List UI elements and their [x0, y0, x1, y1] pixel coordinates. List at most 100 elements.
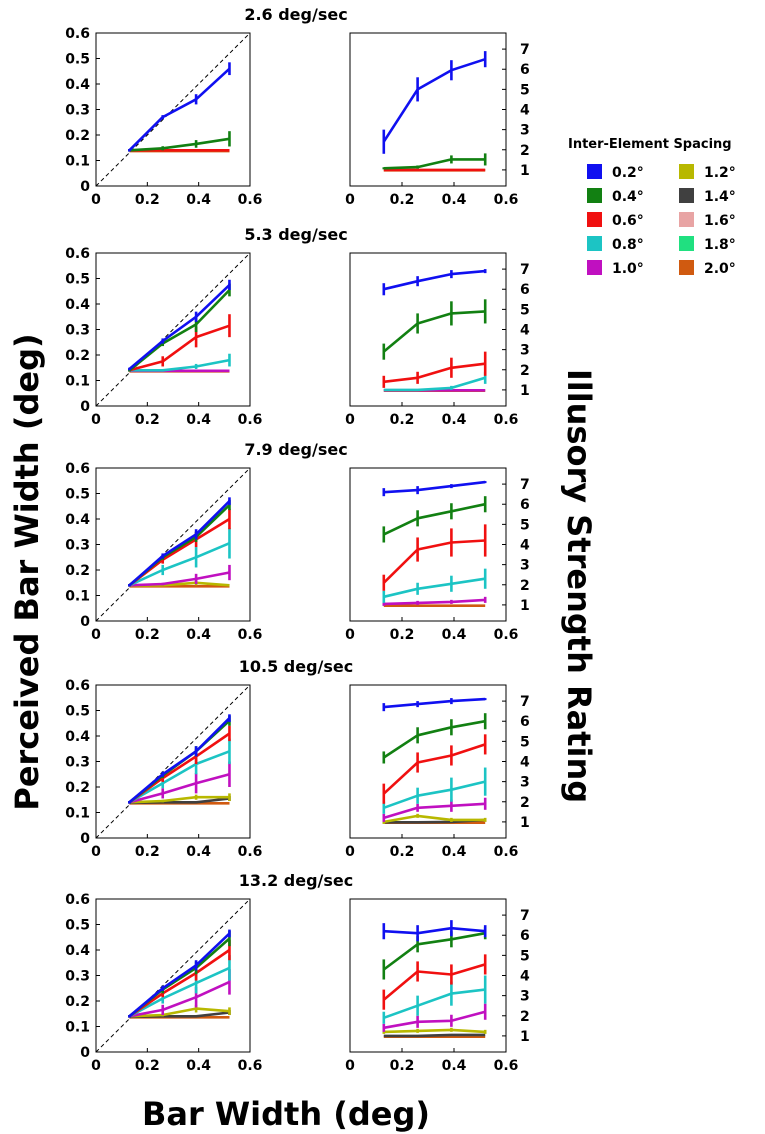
y-tick-label: 0.3 — [65, 323, 90, 339]
series-line-1.0° — [129, 773, 230, 804]
speed-row-2: 7.9 deg/sec 0 0.2 0.4 0.6 0 0.1 0.2 0.3 0.4 0.5 0.6… — [65, 440, 530, 643]
legend-swatch-1.2° — [679, 164, 694, 179]
series-line-0.6° — [129, 324, 230, 372]
x-tick-label: 0.4 — [186, 412, 211, 428]
panel-title: 10.5 deg/sec — [239, 657, 354, 676]
x-tick-label: 0.6 — [494, 844, 519, 860]
y-tick-label: 0.4 — [65, 297, 90, 313]
y-tick-label: 0.4 — [65, 77, 90, 93]
series-line-1.4° — [383, 1033, 486, 1038]
y-tick-label: 2 — [520, 143, 530, 159]
width-panel-1: 0 0.2 0.4 0.6 0 0.1 0.2 0.3 0.4 0.5 0.6 — [65, 246, 262, 428]
y-tick-label: 7 — [520, 908, 530, 924]
y-tick-label: 0.4 — [65, 943, 90, 959]
legend-swatch-0.2° — [587, 164, 602, 179]
panel-title: 13.2 deg/sec — [239, 871, 354, 890]
series-line-0.6° — [128, 732, 231, 804]
series-line-0.4° — [383, 502, 486, 536]
series-line-1.0° — [383, 802, 486, 820]
y-tick-label: 0.5 — [65, 272, 90, 288]
y-tick-label: 7 — [520, 694, 530, 710]
width-panel-2: 0 0.2 0.4 0.6 0 0.1 0.2 0.3 0.4 0.5 0.6 — [65, 461, 262, 643]
y-tick-label: 0 — [80, 831, 90, 847]
series-line-1.2° — [129, 795, 230, 804]
y-tick-label: 5 — [520, 302, 530, 318]
series-line-0.4° — [383, 719, 486, 759]
y-tick-label: 0.1 — [65, 1020, 90, 1036]
y-tick-label: 6 — [520, 928, 530, 944]
series-line-0.8° — [129, 358, 230, 372]
y-tick-label: 2 — [520, 1009, 530, 1025]
x-tick-label: 0 — [91, 192, 101, 208]
y-tick-label: 6 — [520, 714, 530, 730]
x-tick-label: 0.2 — [135, 844, 160, 860]
legend-label: 1.8° — [704, 237, 736, 253]
x-tick-label: 0.2 — [390, 844, 415, 860]
rating-panel-4: 0 0.2 0.4 0.61 2 3 4 5 6 7 — [345, 898, 530, 1074]
series-line-0.2° — [383, 926, 486, 935]
width-panel-4: 0 0.2 0.4 0.6 0 0.1 0.2 0.3 0.4 0.5 0.6 — [65, 892, 262, 1074]
series-line-0.4° — [129, 137, 230, 152]
x-tick-label: 0 — [345, 412, 355, 428]
series-line-0.2° — [128, 500, 231, 587]
y-tick-label: 0.2 — [65, 128, 90, 144]
y-tick-label: 5 — [520, 948, 530, 964]
identity-line — [95, 32, 251, 187]
x-tick-label: 0.2 — [135, 627, 160, 643]
series-line-0.4° — [383, 158, 486, 170]
series-line-0.6° — [128, 948, 231, 1018]
rating-panel-1: 0 0.2 0.4 0.61 2 3 4 5 6 7 — [345, 252, 530, 428]
x-tick-label: 0.4 — [442, 1058, 467, 1074]
series-line-0.2° — [382, 57, 486, 143]
y-tick-label: 3 — [520, 343, 530, 359]
legend-swatch-1.8° — [679, 236, 694, 251]
y-tick-label: 0.6 — [65, 678, 90, 694]
series-line-0.8° — [383, 577, 486, 599]
x-tick-label: 0 — [91, 844, 101, 860]
series-line-0.6° — [383, 362, 486, 384]
series-line-1.2° — [129, 1007, 230, 1018]
y-tick-label: 0.2 — [65, 994, 90, 1010]
panel-title: 7.9 deg/sec — [244, 440, 347, 459]
x-tick-label: 0.4 — [186, 1058, 211, 1074]
series-line-1.0° — [383, 1010, 486, 1030]
y-tick-label: 0.2 — [65, 780, 90, 796]
series-line-0.2° — [128, 717, 231, 804]
legend-swatch-1.6° — [679, 212, 694, 227]
legend-swatch-0.6° — [587, 212, 602, 227]
y-tick-label: 0.3 — [65, 103, 90, 119]
y-axis-label-perceived-width: Perceived Bar Width (deg) — [8, 333, 46, 810]
series-line-0.8° — [383, 376, 486, 392]
legend-label: 0.6° — [612, 213, 644, 229]
y-tick-label: 1 — [520, 163, 530, 179]
y-tick-label: 4 — [520, 323, 530, 339]
y-tick-label: 7 — [520, 262, 530, 278]
y-axis-label-illusory-strength: Illusory Strength Rating — [560, 369, 598, 803]
panel-title: 2.6 deg/sec — [244, 5, 347, 24]
speed-row-4: 13.2 deg/sec 0 0.2 0.4 0.6 0 0.1 0.2 0.3 0.4 0.5 0.… — [65, 871, 530, 1074]
y-tick-label: 0.5 — [65, 487, 90, 503]
y-tick-label: 7 — [520, 42, 530, 58]
x-tick-label: 0 — [91, 1058, 101, 1074]
width-panel-3: 0 0.2 0.4 0.6 0 0.1 0.2 0.3 0.4 0.5 0.6 — [65, 678, 262, 860]
y-tick-label: 1 — [520, 815, 530, 831]
y-tick-label: 0 — [80, 1045, 90, 1061]
series-line-0.2° — [128, 932, 231, 1018]
x-tick-label: 0.4 — [442, 627, 467, 643]
series-line-0.2° — [383, 269, 486, 291]
series-line-0.2° — [128, 283, 231, 370]
x-tick-label: 0.6 — [494, 412, 519, 428]
x-tick-label: 0.2 — [135, 412, 160, 428]
y-tick-label: 3 — [520, 989, 530, 1005]
x-tick-label: 0 — [345, 627, 355, 643]
y-tick-label: 0.6 — [65, 892, 90, 908]
x-tick-label: 0 — [345, 192, 355, 208]
panel-title: 5.3 deg/sec — [244, 225, 347, 244]
x-tick-label: 0.4 — [442, 192, 467, 208]
y-tick-label: 3 — [520, 558, 530, 574]
identity-line — [95, 684, 251, 839]
legend-label: 0.4° — [612, 189, 644, 205]
y-tick-label: 0.5 — [65, 704, 90, 720]
y-tick-label: 4 — [520, 538, 530, 554]
legend-swatch-0.4° — [587, 188, 602, 203]
